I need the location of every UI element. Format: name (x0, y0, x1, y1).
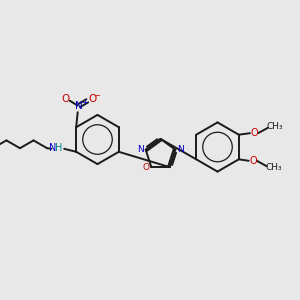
Text: N: N (177, 145, 184, 154)
Text: N: N (137, 145, 144, 154)
Text: O: O (61, 94, 70, 104)
Text: O: O (249, 156, 257, 166)
Text: N: N (49, 143, 56, 153)
Text: N: N (75, 100, 83, 111)
Text: CH₃: CH₃ (266, 122, 283, 131)
Text: O: O (250, 128, 258, 138)
Text: CH₃: CH₃ (265, 163, 282, 172)
Text: +: + (81, 98, 88, 107)
Text: O: O (142, 163, 149, 172)
Text: H: H (55, 143, 62, 153)
Text: −: − (93, 91, 100, 100)
Text: O: O (88, 94, 97, 104)
